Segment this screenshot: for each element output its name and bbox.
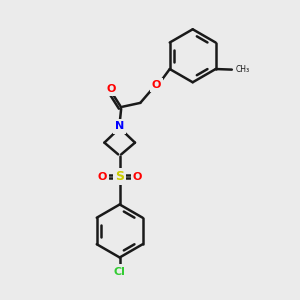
Text: O: O — [106, 84, 116, 94]
Text: O: O — [97, 172, 107, 182]
Text: N: N — [115, 122, 124, 131]
Text: O: O — [133, 172, 142, 182]
Text: Cl: Cl — [114, 267, 126, 277]
Text: CH₃: CH₃ — [236, 65, 250, 74]
Text: S: S — [115, 170, 124, 183]
Text: O: O — [152, 80, 161, 90]
